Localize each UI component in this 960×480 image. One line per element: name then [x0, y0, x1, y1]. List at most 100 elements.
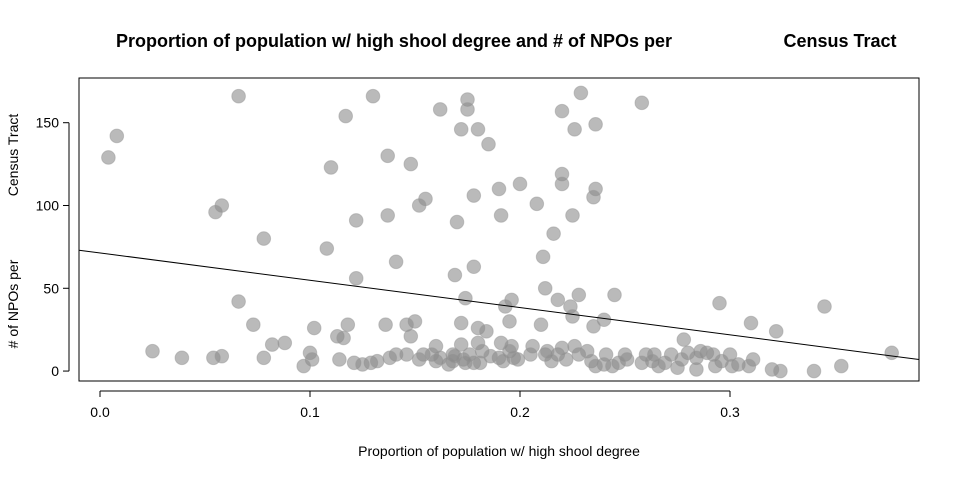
regression-line-group: [78, 249, 920, 360]
data-point: [724, 358, 740, 374]
data-point: [535, 249, 551, 265]
data-point: [605, 358, 620, 374]
x-tick-label: 0.3: [720, 404, 740, 420]
data-point: [458, 290, 473, 306]
data-point: [296, 358, 312, 374]
data-point: [246, 317, 261, 333]
data-point: [466, 188, 482, 203]
data-point: [214, 348, 230, 364]
data-point: [607, 287, 622, 303]
data-point: [670, 360, 685, 376]
data-point: [544, 353, 559, 369]
data-point: [466, 259, 482, 275]
x-tick-label: 0.1: [300, 404, 320, 420]
data-point: [231, 88, 246, 104]
data-point: [565, 208, 580, 223]
data-point: [403, 328, 419, 344]
data-point: [109, 128, 125, 144]
data-point: [554, 103, 570, 119]
data-point: [231, 294, 246, 309]
data-point: [586, 319, 601, 334]
data-point: [571, 287, 587, 303]
data-point: [634, 95, 650, 111]
data-point: [388, 254, 404, 270]
data-point: [479, 324, 494, 339]
data-point: [483, 348, 498, 364]
data-point: [340, 317, 356, 333]
data-point: [332, 352, 347, 367]
data-point: [634, 355, 650, 371]
data-point: [558, 352, 574, 367]
data-point: [554, 176, 570, 192]
data-point: [411, 352, 427, 367]
data-point: [834, 358, 849, 374]
data-points: [101, 85, 900, 379]
data-point: [382, 350, 398, 366]
data-point: [768, 324, 784, 339]
data-point: [773, 363, 788, 379]
data-point: [708, 358, 723, 374]
y-tick-label: 0: [51, 363, 59, 379]
regression-line: [78, 249, 920, 360]
data-point: [567, 122, 582, 137]
data-point: [348, 213, 364, 228]
data-point: [676, 332, 692, 347]
data-point: [348, 271, 364, 286]
data-point: [447, 348, 463, 364]
data-point: [565, 309, 580, 324]
data-point: [537, 280, 553, 296]
data-point: [533, 317, 549, 333]
data-point: [470, 122, 486, 137]
data-point: [588, 358, 603, 374]
data-point: [256, 350, 272, 366]
data-point: [884, 345, 900, 361]
data-point: [277, 335, 293, 351]
data-point: [256, 231, 272, 246]
data-point: [432, 102, 448, 117]
data-point: [174, 350, 190, 366]
y-tick-label: 150: [36, 115, 60, 131]
data-point: [689, 362, 704, 377]
data-point: [493, 208, 509, 223]
data-point: [449, 214, 465, 230]
data-point: [502, 314, 517, 329]
data-point: [472, 355, 488, 371]
data-point: [453, 315, 469, 331]
data-point: [380, 148, 396, 164]
data-point: [453, 337, 469, 352]
data-point: [403, 156, 419, 172]
data-point: [550, 292, 566, 308]
data-point: [380, 208, 396, 223]
data-point: [432, 350, 448, 366]
data-point: [460, 102, 475, 117]
x-tick-label: 0.0: [90, 404, 110, 420]
x-axis-label: Proportion of population w/ high shool d…: [358, 443, 640, 459]
data-point: [369, 353, 385, 369]
y-tick-label: 50: [43, 280, 59, 296]
y-axis-label-bottom: # of NPOs per: [5, 259, 21, 348]
data-point: [588, 117, 603, 132]
data-point: [491, 181, 507, 197]
data-point: [355, 357, 370, 372]
data-point: [806, 363, 822, 379]
data-point: [546, 226, 561, 241]
chart-title-continuation: Census Tract: [783, 31, 896, 51]
data-point: [411, 198, 427, 213]
data-point: [495, 353, 511, 369]
data-point: [523, 347, 538, 362]
data-point: [336, 330, 351, 346]
data-point: [208, 204, 223, 220]
data-point: [567, 338, 582, 354]
data-point: [651, 358, 666, 374]
data-point: [306, 320, 322, 336]
data-point: [338, 108, 354, 124]
data-point: [264, 337, 280, 352]
data-point: [365, 88, 381, 104]
data-point: [101, 150, 116, 165]
data-point: [586, 189, 601, 205]
data-point: [447, 267, 463, 283]
chart-title: Proportion of population w/ high shool d…: [116, 31, 672, 51]
data-point: [712, 295, 727, 311]
data-point: [145, 343, 160, 359]
data-point: [741, 358, 757, 374]
